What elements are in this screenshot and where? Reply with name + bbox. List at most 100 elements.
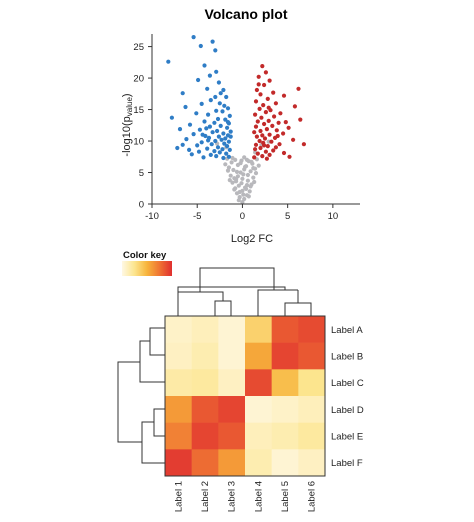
row-label: Label C: [331, 378, 364, 389]
point-down: [206, 138, 211, 143]
point-down: [223, 136, 228, 141]
point-down: [180, 91, 185, 96]
point-down: [207, 124, 212, 129]
point-down: [216, 80, 221, 85]
point-down: [221, 131, 226, 136]
point-down: [199, 101, 204, 106]
point-down: [183, 104, 188, 110]
point-up: [274, 128, 279, 133]
heatmap-cell: [165, 396, 192, 423]
point-down: [215, 145, 221, 150]
point-down: [218, 91, 223, 96]
point-ns: [229, 160, 234, 165]
x-tick-label: -5: [193, 211, 201, 222]
point-down: [196, 77, 201, 83]
point-up: [266, 105, 271, 110]
point-up: [283, 120, 288, 125]
point-ns: [239, 181, 244, 186]
heatmap-cell: [191, 449, 219, 477]
heatmap-cell: [245, 316, 272, 343]
point-down: [225, 120, 231, 125]
point-down: [169, 115, 174, 120]
point-ns: [238, 170, 243, 175]
point-ns: [251, 166, 256, 171]
point-down: [189, 152, 194, 157]
point-down: [166, 59, 171, 64]
point-ns: [251, 175, 256, 180]
point-down: [212, 120, 217, 125]
heatmap-cell: [218, 316, 246, 343]
heatmap-cell: [298, 369, 326, 397]
point-down: [184, 137, 189, 142]
point-down: [212, 149, 217, 154]
point-down: [214, 154, 219, 159]
point-up: [296, 86, 301, 91]
point-up: [256, 82, 261, 87]
point-down: [198, 43, 203, 49]
point-down: [225, 125, 230, 130]
point-down: [207, 73, 212, 78]
heatmap-cell: [271, 396, 299, 423]
point-ns: [225, 168, 231, 173]
point-down: [208, 152, 213, 157]
point-ns: [244, 186, 249, 191]
row-label: Label E: [331, 432, 363, 443]
point-ns: [230, 155, 235, 161]
point-ns: [223, 162, 228, 167]
heatmap-cell: [298, 396, 326, 423]
point-up: [267, 132, 272, 137]
point-ns: [248, 184, 253, 189]
x-tick-label: 0: [240, 211, 245, 222]
heatmap-cell: [218, 342, 246, 370]
point-down: [222, 141, 227, 146]
heatmap-cell: [218, 422, 246, 450]
point-down: [224, 151, 229, 156]
point-up: [255, 151, 260, 156]
heatmap-cell: [271, 422, 299, 450]
point-down: [195, 143, 200, 148]
x-tick-label: 10: [328, 211, 339, 222]
heatmap-frame: [164, 315, 326, 477]
heatmap-cell: [298, 422, 326, 450]
point-ns: [240, 176, 245, 181]
y-axis-label: -log10(pvalue): [121, 93, 134, 156]
point-up: [253, 142, 259, 147]
point-ns: [227, 178, 232, 183]
point-down: [205, 86, 210, 91]
y-tick-label: 20: [133, 74, 144, 85]
point-down: [226, 154, 231, 159]
point-down: [226, 139, 231, 144]
point-down: [206, 112, 211, 117]
heatmap-cell: [245, 396, 272, 423]
point-up: [269, 139, 274, 144]
column-label: Label 4: [253, 481, 264, 512]
point-ns: [249, 159, 254, 164]
point-ns: [244, 157, 250, 162]
point-ns: [252, 179, 257, 185]
heatmap-cell: [191, 369, 219, 397]
point-ns: [245, 178, 250, 183]
x-axis-ticks: -10 -5 0 5 10: [145, 204, 338, 222]
point-up: [266, 118, 271, 123]
point-up: [281, 150, 287, 156]
point-up: [252, 155, 257, 160]
point-down: [204, 126, 209, 131]
point-up: [292, 104, 297, 109]
point-down: [213, 48, 218, 53]
point-up: [263, 70, 268, 75]
heatmap-cell: [298, 449, 326, 477]
point-down: [180, 142, 185, 147]
point-ns: [231, 167, 236, 173]
point-ns: [230, 180, 235, 185]
point-ns: [234, 179, 239, 184]
point-up: [256, 74, 261, 79]
volcano-points: [166, 35, 306, 205]
point-down: [221, 155, 226, 161]
point-up: [261, 103, 266, 108]
row-dendrogram: [117, 327, 165, 464]
row-label: Label B: [331, 352, 363, 363]
point-up: [267, 78, 272, 83]
volcano-plot: Volcano plot -10 -5 0 5 10 0 5 10 15 20 25 Log2 F…: [121, 6, 360, 245]
column-label: Label 6: [307, 481, 318, 512]
column-labels: Label 1 Label 2 Label 3 Label 4 Label 5 Label…: [173, 481, 317, 512]
